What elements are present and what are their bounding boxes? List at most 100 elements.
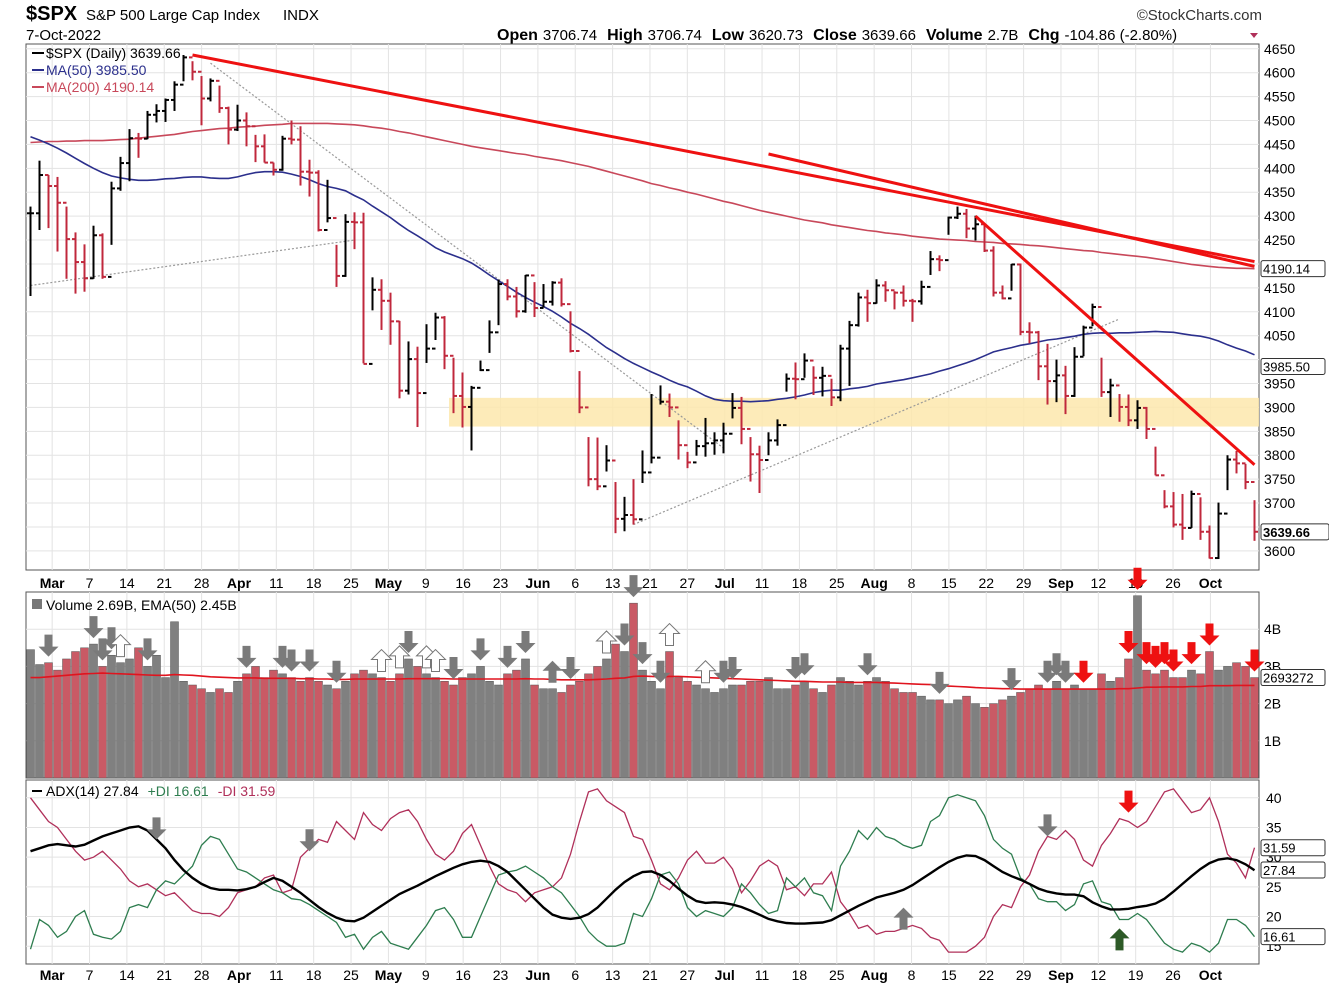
ohlc-bar: [684, 444, 691, 469]
ohlc-bar: [801, 353, 808, 381]
volume-bar: [782, 688, 791, 779]
red-trendline: [768, 152, 1255, 268]
gray-arrow-icon: [650, 660, 671, 683]
y-tick-label: 40: [1266, 790, 1282, 806]
last-value-tag: 31.59: [1263, 841, 1296, 856]
ohlc-bar: [513, 286, 520, 318]
volume-bar: [1232, 662, 1241, 779]
gray-arrow-icon: [443, 657, 464, 679]
ohlc-bar: [1215, 502, 1222, 560]
x-tick-label: 7: [86, 967, 94, 983]
ohlc-bar: [1170, 492, 1177, 528]
volume-bar: [368, 673, 377, 779]
volume-bar: [1124, 658, 1133, 779]
white-up-arrow-icon: [109, 633, 132, 658]
legend-entry: -DI 31.59: [218, 783, 276, 799]
ohlc-bar: [963, 208, 970, 239]
ohlc-bar: [414, 346, 421, 428]
stat-value: -104.86 (-2.80%): [1065, 27, 1178, 44]
x-tick-label: 21: [642, 575, 658, 591]
y-tick-label: 4050: [1264, 328, 1295, 344]
volume-bar: [890, 688, 899, 779]
gray-down-arrow-icon: [1037, 814, 1058, 837]
last-value-tag: 27.84: [1263, 863, 1296, 878]
x-tick-label: Aug: [861, 967, 888, 983]
ohlc-bar: [882, 281, 889, 302]
gray-down-arrow-icon: [146, 817, 167, 840]
x-tick-label: 23: [493, 967, 509, 983]
white-up-arrow-icon: [694, 660, 717, 684]
ohlc-bar: [396, 320, 403, 399]
stat-value: 3706.74: [543, 27, 597, 44]
volume-bar: [1061, 688, 1070, 779]
x-tick-label: 19: [1128, 967, 1144, 983]
volume-bar: [692, 684, 701, 779]
ohlc-bar: [1134, 400, 1141, 429]
volume-bar: [566, 684, 575, 779]
ohlc-bar: [828, 374, 835, 406]
symbol-title: $SPX: [26, 3, 78, 25]
ohlc-bar: [522, 274, 529, 313]
gray-arrow-icon: [326, 660, 347, 683]
volume-bar: [404, 658, 413, 779]
ohlc-bar: [279, 135, 286, 171]
ohlc-bar: [288, 120, 295, 145]
x-tick-label: 13: [605, 575, 621, 591]
volume-bar: [1115, 677, 1124, 779]
ohlc-bar: [819, 366, 826, 397]
x-tick-label: 8: [908, 575, 916, 591]
ohlc-bar: [45, 174, 52, 229]
volume-bar: [125, 658, 134, 779]
x-tick-label: 21: [642, 967, 658, 983]
red-down-arrow-icon: [1163, 649, 1184, 672]
x-tick-label: 16: [455, 967, 471, 983]
volume-bar: [845, 681, 854, 779]
x-tick-label: Oct: [1199, 967, 1223, 983]
x-tick-label: 13: [605, 967, 621, 983]
ohlc-bar: [198, 70, 205, 126]
ma50-line: [30, 136, 1255, 403]
volume-bar: [935, 699, 944, 779]
gray-arrow-icon: [281, 649, 302, 672]
ohlc-bar: [873, 279, 880, 305]
volume-bar: [638, 669, 647, 779]
ohlc-bar: [1179, 493, 1186, 540]
ohlc-bar: [90, 225, 97, 280]
volume-bar: [1034, 684, 1043, 779]
ohlc-bar: [1062, 365, 1069, 415]
chg-down-icon: [1250, 33, 1258, 38]
ohlc-bar: [207, 78, 214, 102]
volume-bar: [152, 654, 161, 779]
volume-bar: [1088, 688, 1097, 779]
gray-arrow-icon: [398, 630, 419, 653]
y-tick-label: 4550: [1264, 89, 1295, 105]
ohlc-bar: [891, 289, 898, 310]
ohlc-bar: [747, 427, 754, 482]
volume-bar: [926, 699, 935, 779]
gray-arrow-icon: [299, 649, 320, 672]
x-tick-label: Mar: [40, 967, 65, 983]
ohlc-bar: [576, 349, 583, 414]
volume-bar: [1205, 651, 1214, 779]
volume-bar: [1196, 673, 1205, 779]
y-tick-label: 35: [1266, 819, 1282, 835]
red-down-arrow-icon: [1145, 645, 1166, 668]
volume-bar: [1214, 669, 1223, 779]
volume-bar: [1007, 695, 1016, 779]
volume-bar: [620, 651, 629, 779]
gray-arrow-icon: [713, 660, 734, 683]
stat-label: Low: [712, 27, 745, 44]
ohlc-bar: [909, 298, 916, 322]
x-tick-label: Mar: [40, 575, 65, 591]
x-tick-label: 12: [1091, 575, 1107, 591]
ohlc-bar: [540, 284, 547, 309]
x-tick-label: 28: [194, 575, 210, 591]
gray-arrow-icon: [614, 623, 635, 646]
ohlc-bar: [99, 233, 106, 279]
volume-bar: [377, 677, 386, 779]
y-tick-label: 3600: [1264, 543, 1295, 559]
volume-bar: [260, 677, 269, 779]
y-tick-label: 2B: [1264, 696, 1281, 712]
volume-bar: [1151, 673, 1160, 779]
